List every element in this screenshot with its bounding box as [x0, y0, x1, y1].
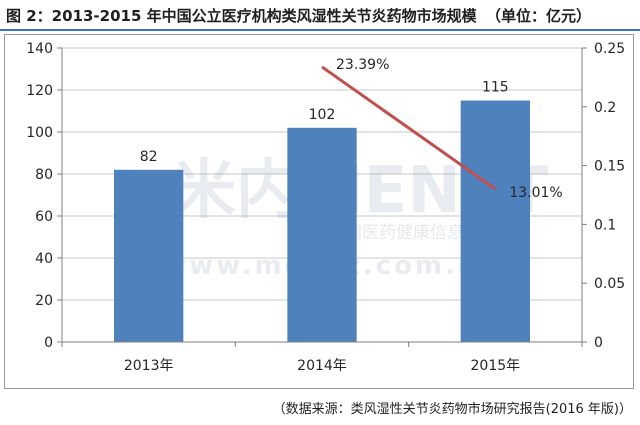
title-underline [0, 29, 640, 31]
y-tick-label: 80 [35, 167, 53, 183]
y-tick-label: 0 [44, 335, 53, 351]
x-tick-label: 2014年 [297, 358, 347, 374]
unit-label: （单位：亿元） [486, 7, 592, 25]
y2-tick-label: 0.1 [594, 217, 616, 233]
y2-tick-label: 0.25 [594, 41, 625, 57]
growth-rate-label: 13.01% [509, 185, 562, 201]
y2-tick-label: 0 [594, 335, 603, 351]
y-tick-label: 140 [26, 41, 53, 57]
y-tick-label: 20 [35, 293, 53, 309]
growth-rate-line [321, 65, 497, 191]
y2-tick-label: 0.05 [594, 276, 625, 292]
labels-layer: 82 102 115 23.39% 13.01% [140, 57, 563, 201]
x-tick-label: 2013年 [124, 358, 174, 374]
line-layer [321, 65, 497, 191]
y-tick-label: 60 [35, 209, 53, 225]
chart-title: 图 2：2013-2015 年中国公立医疗机构类风湿性关节炎药物市场规模 [6, 7, 477, 25]
bar [114, 169, 184, 342]
bar-value-label: 102 [309, 107, 336, 123]
y-tick-label: 120 [26, 83, 53, 99]
x-tick-label: 2015年 [471, 358, 521, 374]
y-tick-label: 40 [35, 251, 53, 267]
growth-rate-label: 23.39% [336, 57, 389, 73]
axis-layer: 0 20 40 60 80 100 120 140 0 0.05 0.1 0.15 0.2 0.25 201… [26, 41, 625, 374]
bars-layer [114, 100, 530, 342]
data-source: （数据来源：类风湿性关节炎药物市场研究报告(2016 年版)） [272, 402, 632, 417]
y2-tick-label: 0.2 [594, 100, 616, 116]
bar [287, 127, 357, 342]
bar-value-label: 82 [140, 149, 158, 165]
bar [460, 100, 530, 342]
title-bar: 图 2：2013-2015 年中国公立医疗机构类风湿性关节炎药物市场规模 （单位… [0, 0, 640, 30]
y-tick-label: 100 [26, 125, 53, 141]
bar-value-label: 115 [482, 80, 509, 96]
y2-tick-label: 0.15 [594, 159, 625, 175]
